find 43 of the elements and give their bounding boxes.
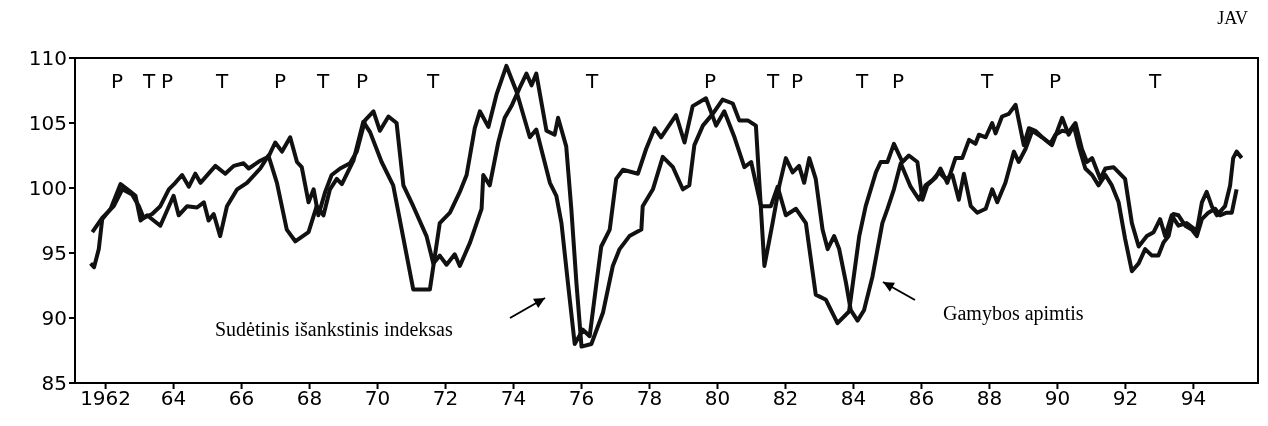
y-tick-label: 85 (41, 371, 67, 396)
annotation: T (854, 69, 869, 93)
y-tick-label: 105 (28, 111, 67, 136)
annotation: P (703, 69, 717, 93)
annotation: T (1147, 69, 1162, 93)
x-tick-label: 84 (840, 386, 867, 411)
annotation: P (160, 69, 174, 93)
text: Gamybos apimtis (943, 302, 1084, 325)
annotation: T (979, 69, 994, 93)
x-tick-label: 92 (1112, 386, 1139, 411)
annotation: T (425, 69, 440, 93)
x-tick-label: 76 (568, 386, 595, 411)
annotation: P (891, 69, 905, 93)
x-tick-label: 78 (636, 386, 663, 411)
x-tick-label: 86 (908, 386, 935, 411)
annotation: T (315, 69, 330, 93)
x-tick-label: 94 (1180, 386, 1207, 411)
x-tick-label: 70 (364, 386, 391, 411)
y-tick-label: 100 (28, 176, 67, 201)
y-tick-label: 110 (28, 46, 67, 71)
x-tick-label: 72 (432, 386, 459, 411)
x-tick-label: 88 (976, 386, 1003, 411)
annotation: P (110, 69, 124, 93)
annotation: T (141, 69, 156, 93)
annotation: T (214, 69, 229, 93)
x-tick-label: 82 (772, 386, 799, 411)
annotation: P (273, 69, 287, 93)
x-tick-label: 68 (296, 386, 323, 411)
x-tick-label: 66 (228, 386, 255, 411)
x-tick-label: 90 (1044, 386, 1071, 411)
annotation: T (765, 69, 780, 93)
x-tick-label: 74 (500, 386, 527, 411)
annotation: T (584, 69, 599, 93)
y-tick-label: 90 (41, 306, 67, 331)
annotation: P (355, 69, 369, 93)
y-tick-label: 95 (41, 241, 67, 266)
x-tick-label: 1962 (80, 386, 132, 411)
x-tick-label: 80 (704, 386, 731, 411)
series-label: Sudėtinis išankstinis indeksas (215, 318, 453, 340)
annotation: P (1048, 69, 1062, 93)
annotation: P (790, 69, 804, 93)
chart-title: JAV (1217, 8, 1248, 28)
x-tick-label: 64 (160, 386, 187, 411)
